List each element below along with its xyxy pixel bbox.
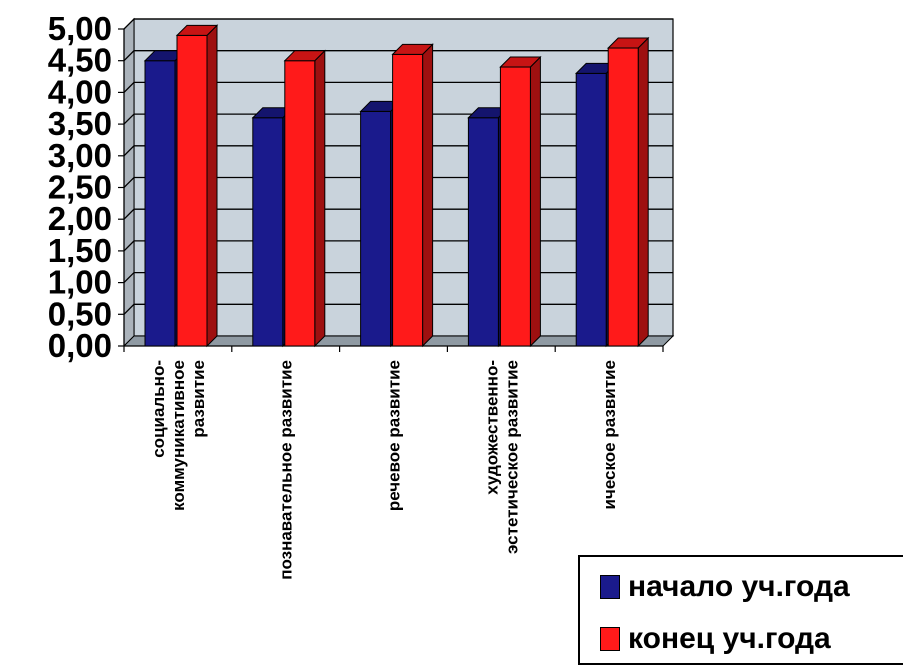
x-tick-label: художественно- [482, 360, 501, 495]
bar-top [499, 56, 542, 68]
bar [284, 60, 316, 347]
y-tick-label: 4,00 [48, 73, 112, 110]
y-tick-label: 0,00 [48, 327, 112, 364]
bar-top [283, 50, 327, 62]
legend-label-end: конец уч.года [628, 622, 831, 655]
gridline [123, 81, 673, 93]
y-tick-label: 1,50 [48, 232, 112, 269]
legend-label-start: начало уч.года [628, 570, 850, 603]
legend-item-end: конец уч.года [600, 621, 831, 657]
legend-swatch-end [600, 627, 620, 651]
legend-item-start: начало уч.года [600, 569, 850, 605]
y-tick-label: 5,00 [48, 10, 112, 47]
y-tick-label: 1,00 [48, 264, 112, 301]
x-tick-label: эстетическое развитие [502, 360, 521, 554]
gridline [123, 18, 673, 30]
bar [575, 72, 607, 347]
y-tick-label: 3,00 [48, 137, 112, 174]
bar-side [529, 55, 541, 348]
bar-top [606, 37, 650, 49]
bar [392, 53, 424, 347]
x-tick-label: речевое развитие [385, 360, 404, 511]
bar-side [314, 49, 326, 348]
x-tick-label: познавательное развитие [277, 360, 296, 580]
bar [144, 60, 176, 347]
y-tick-label: 2,50 [48, 169, 112, 206]
bar [176, 34, 208, 347]
bar [467, 117, 499, 347]
y-tick-label: 3,50 [48, 105, 112, 142]
bar-top [391, 43, 434, 55]
x-tick-label: ическое развитие [600, 360, 619, 509]
legend: начало уч.года конец уч.года [578, 555, 903, 665]
bar [499, 66, 531, 347]
bar-side [637, 36, 649, 348]
x-tick-label: коммуникативное [169, 360, 188, 511]
legend-swatch-start [600, 575, 620, 599]
y-tick-label: 0,50 [48, 295, 112, 332]
x-tick-label: развитие [189, 360, 208, 438]
x-tick-label: социально- [149, 360, 168, 458]
gridline [123, 50, 673, 62]
bar [360, 110, 392, 347]
bar-side [206, 24, 218, 348]
y-tick-label: 4,50 [48, 42, 112, 79]
bar-top [175, 24, 219, 36]
bar [252, 117, 284, 347]
bar [607, 47, 639, 347]
y-tick-label: 2,00 [48, 200, 112, 237]
bar-side [422, 43, 434, 348]
